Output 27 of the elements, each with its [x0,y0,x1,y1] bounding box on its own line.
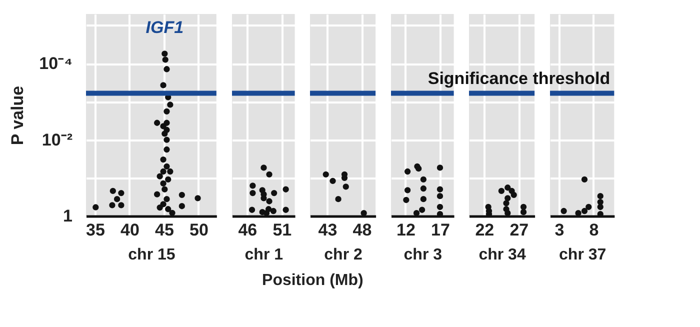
x-tick-label: 22 [475,220,494,240]
x-axis-title: chr 3 [404,246,442,264]
x-tick-label: 12 [396,220,416,240]
x-tick-label: 35 [86,220,105,240]
x-tick-label: 48 [352,220,372,240]
annotation: IGF1 [146,18,184,37]
y-axis-title: P value [8,86,28,146]
x-tick-label: 8 [589,220,599,240]
x-tick-label: 50 [190,220,208,240]
x-axis-title: chr 34 [478,246,526,264]
y-tick-label: 10⁻² [42,130,73,150]
x-tick-label: 3 [554,220,564,240]
x-tick-label: 40 [120,220,140,240]
x-axis-title: chr 15 [128,246,176,264]
x-tick-label: 17 [431,220,450,240]
y-tick-label: 1 [63,206,72,226]
x-axis-title: chr 1 [244,246,284,264]
text: Position (Mb) [262,272,364,289]
ref-line-label: Significance threshold [428,69,610,88]
x-axis-title: chr 2 [324,246,362,264]
x-tick-label: 46 [238,220,258,240]
x-tick-label: 27 [510,220,529,240]
x-tick-label: 45 [155,220,174,240]
x-axis-title: chr 37 [559,246,606,264]
x-tick-label: 51 [272,220,292,240]
x-tick-label: 43 [318,220,338,240]
y-tick-label: 10⁻⁴ [39,54,72,74]
